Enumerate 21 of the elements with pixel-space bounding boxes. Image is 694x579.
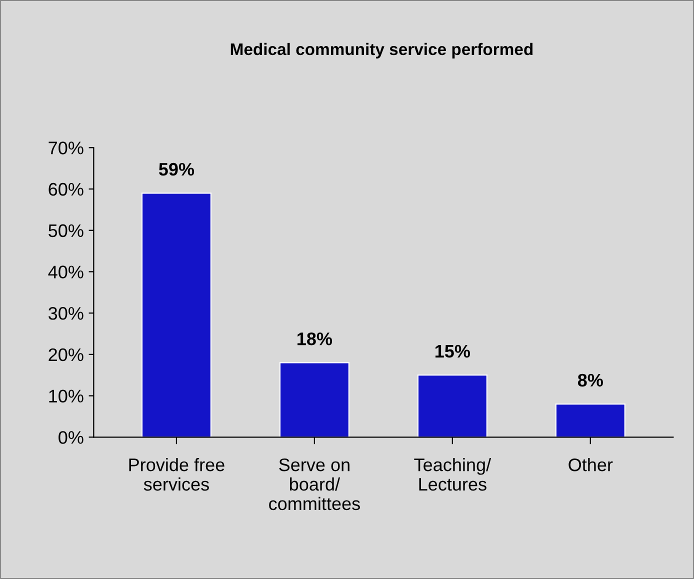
y-tick-label: 0% bbox=[58, 431, 84, 444]
x-tick-label: Serve on board/ committees bbox=[269, 458, 360, 510]
y-tick-label: 20% bbox=[48, 348, 84, 362]
y-tick-label: 10% bbox=[49, 390, 84, 403]
data-label: 59% bbox=[158, 162, 194, 176]
bar bbox=[417, 374, 488, 438]
y-tick-label: 30% bbox=[48, 307, 84, 320]
data-label: 18% bbox=[298, 332, 332, 346]
data-label: 8% bbox=[578, 374, 603, 387]
chart-title: Medical community service performed bbox=[230, 42, 533, 58]
bar bbox=[555, 404, 626, 438]
bar bbox=[279, 362, 350, 438]
x-tick-label: Other bbox=[568, 458, 613, 472]
y-tick-label: 60% bbox=[48, 182, 84, 196]
y-tick-label: 50% bbox=[48, 224, 84, 238]
bar bbox=[141, 192, 212, 438]
x-tick-label: Teaching/ Lectures bbox=[414, 458, 492, 491]
data-label: 15% bbox=[435, 344, 470, 358]
x-tick-label: Provide free services bbox=[129, 458, 224, 491]
y-tick-label: 70% bbox=[48, 142, 84, 154]
y-tick-label: 40% bbox=[48, 266, 84, 278]
